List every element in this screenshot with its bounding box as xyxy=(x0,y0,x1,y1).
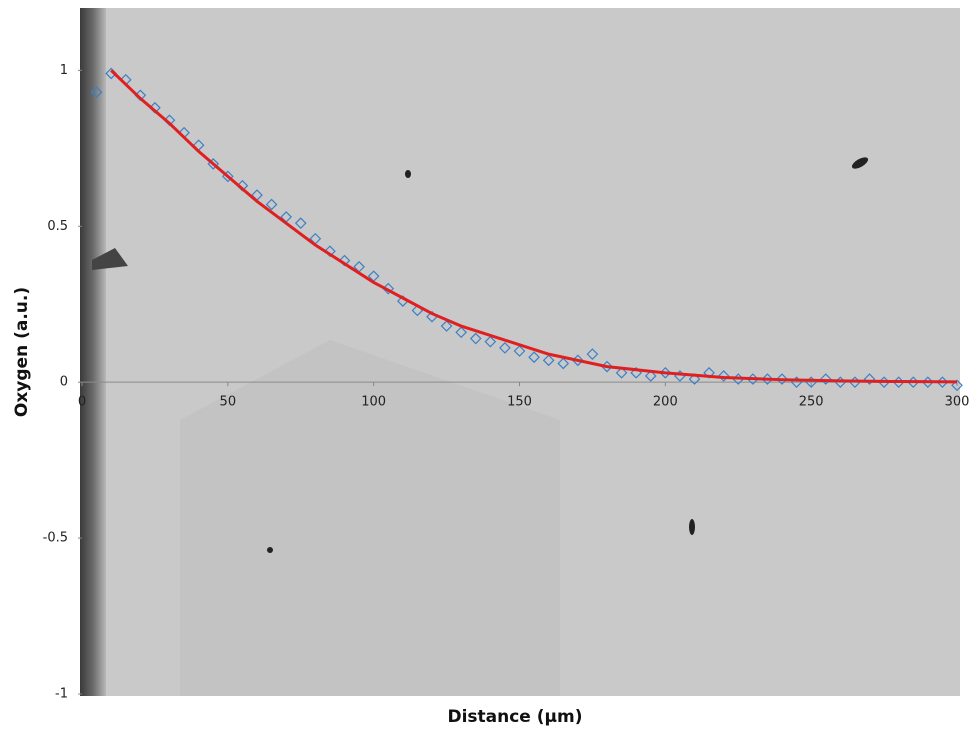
x-tick-label: 250 xyxy=(799,395,824,410)
micrograph-background xyxy=(80,8,960,696)
chart: Distance (µm) Oxygen (a.u.) -1-0.500.510… xyxy=(0,0,969,731)
y-axis-title: Oxygen (a.u.) xyxy=(12,287,32,417)
y-tick-label: 1 xyxy=(60,63,68,78)
y-tick-label: 0 xyxy=(60,375,68,390)
y-tick-label: 0.5 xyxy=(47,219,68,234)
x-tick-label: 300 xyxy=(945,395,969,410)
x-tick-label: 0 xyxy=(78,395,86,410)
x-tick-label: 50 xyxy=(220,395,237,410)
x-axis-title: Distance (µm) xyxy=(447,707,582,727)
x-tick-label: 150 xyxy=(507,395,532,410)
y-tick-label: -0.5 xyxy=(43,531,68,546)
x-tick-label: 100 xyxy=(361,395,386,410)
y-tick-label: -1 xyxy=(55,687,68,702)
x-tick-label: 200 xyxy=(653,395,678,410)
